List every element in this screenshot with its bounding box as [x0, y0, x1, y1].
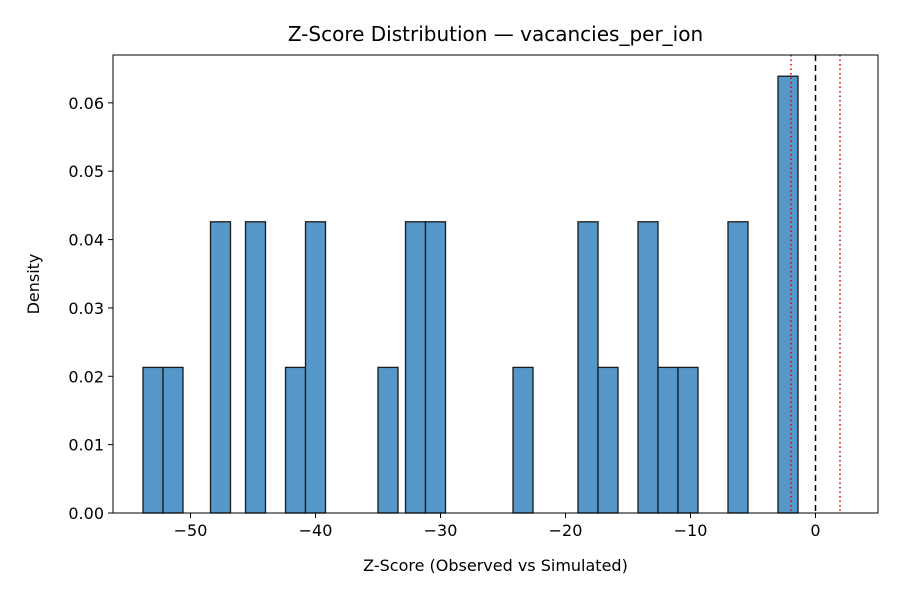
histogram-bar	[727, 221, 749, 514]
histogram-bar	[209, 221, 232, 514]
histogram-bar	[677, 366, 699, 514]
histogram-bar	[657, 366, 679, 514]
y-tick-label: 0.01	[68, 436, 104, 455]
y-tick-label: 0.04	[68, 231, 104, 250]
plot-frame	[112, 54, 879, 514]
y-tick-label: 0.03	[68, 299, 104, 318]
y-tick-label: 0.02	[68, 367, 104, 386]
histogram-bar	[244, 221, 267, 514]
x-tick-label: −10	[674, 521, 708, 540]
histogram-bar	[284, 366, 307, 514]
chart-title: Z-Score Distribution — vacancies_per_ion	[288, 22, 703, 46]
histogram-bar	[142, 366, 164, 514]
histogram-bar	[637, 221, 659, 514]
histogram-bar	[377, 366, 399, 514]
y-axis-ticks: 0.00 0.01 0.02 0.03 0.04 0.05 0.06	[68, 94, 113, 523]
histogram-bar	[777, 75, 799, 514]
x-axis-label: Z-Score (Observed vs Simulated)	[363, 556, 628, 575]
y-tick-label: 0.00	[68, 504, 104, 523]
x-axis-ticks: −50 −40 −30 −20 −10 0	[174, 513, 821, 540]
x-tick-label: −40	[299, 521, 333, 540]
x-tick-label: −30	[424, 521, 458, 540]
histogram-bar	[597, 366, 619, 514]
histogram-bar	[404, 221, 427, 514]
histogram-bar	[577, 221, 599, 514]
histogram-bar	[424, 221, 447, 514]
y-axis-label: Density	[24, 254, 43, 315]
y-tick-label: 0.06	[68, 94, 104, 113]
histogram-bar	[512, 366, 534, 514]
histogram-bar	[162, 366, 184, 514]
y-tick-label: 0.05	[68, 162, 104, 181]
bars-group	[142, 75, 799, 514]
x-tick-label: 0	[810, 521, 820, 540]
reference-lines-group	[790, 55, 841, 513]
x-tick-label: −20	[549, 521, 583, 540]
histogram-bar	[304, 221, 327, 514]
x-tick-label: −50	[174, 521, 208, 540]
